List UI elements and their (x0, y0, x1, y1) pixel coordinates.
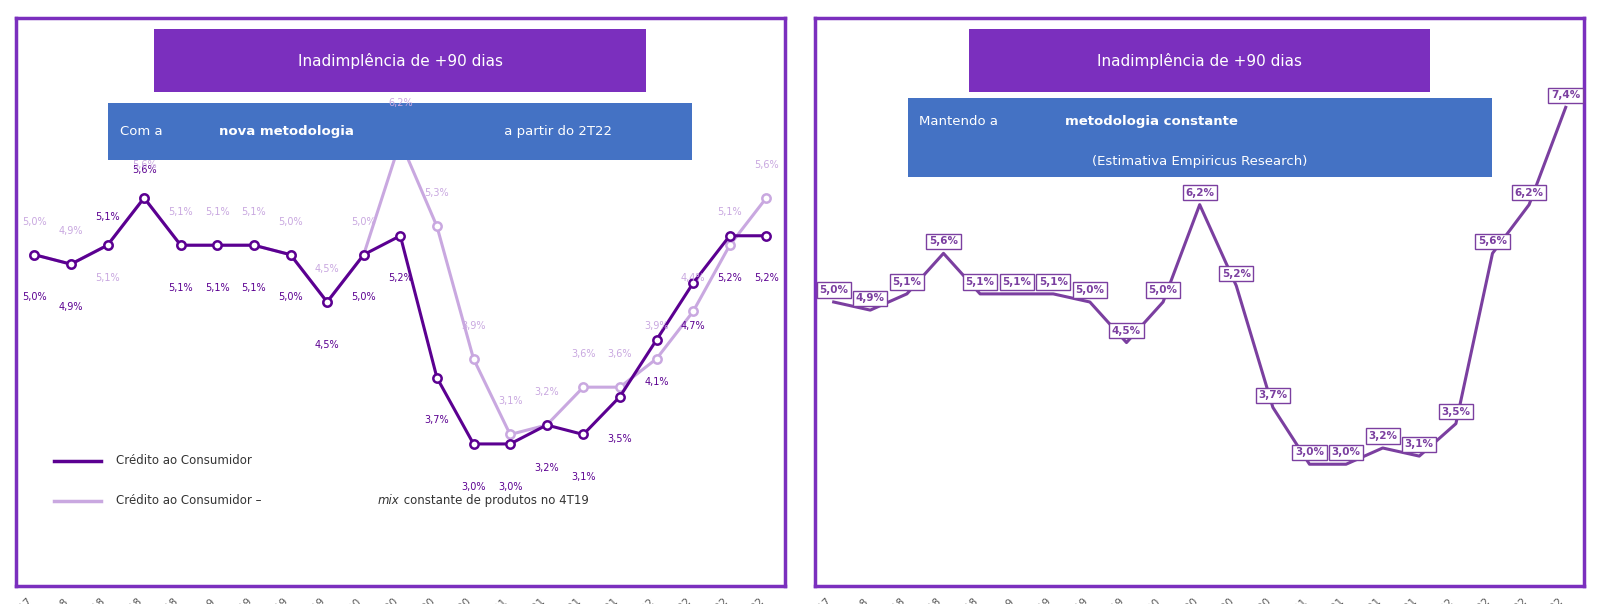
Text: 5,0%: 5,0% (1149, 285, 1178, 295)
Text: 3,9%: 3,9% (461, 321, 486, 330)
Text: 3,0%: 3,0% (498, 481, 522, 492)
Text: 3,5%: 3,5% (1442, 406, 1470, 417)
Text: 5,0%: 5,0% (278, 292, 302, 302)
Text: 3,1%: 3,1% (571, 472, 595, 482)
Text: 5,0%: 5,0% (352, 217, 376, 226)
Text: 3,5%: 3,5% (608, 434, 632, 444)
Text: 5,1%: 5,1% (94, 274, 120, 283)
Text: 5,1%: 5,1% (1002, 277, 1030, 287)
Text: constante de produtos no 4T19: constante de produtos no 4T19 (400, 494, 589, 507)
Text: 5,6%: 5,6% (1478, 236, 1507, 246)
Text: 4,1%: 4,1% (645, 378, 669, 387)
Text: 5,6%: 5,6% (930, 236, 958, 246)
Text: 4,7%: 4,7% (682, 321, 706, 330)
Text: 5,2%: 5,2% (717, 274, 742, 283)
Text: mix: mix (378, 494, 398, 507)
Text: 3,1%: 3,1% (498, 396, 522, 406)
Text: 4,5%: 4,5% (315, 339, 339, 350)
Text: 4,4%: 4,4% (682, 274, 706, 283)
Text: 5,6%: 5,6% (131, 160, 157, 170)
Text: 6,2%: 6,2% (1515, 188, 1544, 198)
Text: Crédito ao Consumidor –: Crédito ao Consumidor – (115, 494, 266, 507)
Text: 5,2%: 5,2% (1222, 269, 1251, 279)
Text: 5,1%: 5,1% (168, 283, 194, 293)
Text: 3,2%: 3,2% (534, 387, 558, 397)
Text: 5,0%: 5,0% (352, 292, 376, 302)
Text: 5,0%: 5,0% (819, 285, 848, 295)
Text: 5,1%: 5,1% (965, 277, 995, 287)
Text: 7,4%: 7,4% (1550, 91, 1581, 100)
Text: 3,2%: 3,2% (1368, 431, 1397, 441)
Text: 5,0%: 5,0% (22, 217, 46, 226)
Text: 3,7%: 3,7% (424, 416, 450, 425)
Text: Crédito ao Consumidor: Crédito ao Consumidor (115, 454, 251, 467)
Text: 5,1%: 5,1% (205, 207, 230, 217)
Text: 5,0%: 5,0% (1075, 285, 1104, 295)
Text: 3,2%: 3,2% (534, 463, 558, 472)
Text: 3,0%: 3,0% (461, 481, 486, 492)
Text: 3,1%: 3,1% (1405, 439, 1434, 449)
Text: 3,0%: 3,0% (1331, 448, 1360, 457)
Text: 6,2%: 6,2% (389, 98, 413, 108)
Text: 5,3%: 5,3% (424, 188, 450, 198)
Text: 4,9%: 4,9% (59, 302, 83, 312)
Text: 3,6%: 3,6% (608, 349, 632, 359)
Text: 4,5%: 4,5% (315, 264, 339, 274)
Text: 5,1%: 5,1% (717, 207, 742, 217)
Text: 5,2%: 5,2% (387, 274, 413, 283)
Text: 3,0%: 3,0% (1294, 448, 1323, 457)
Text: 5,1%: 5,1% (168, 207, 194, 217)
Text: 4,9%: 4,9% (856, 293, 885, 303)
Text: 5,1%: 5,1% (242, 207, 266, 217)
Text: 3,7%: 3,7% (1258, 391, 1288, 400)
Text: 5,2%: 5,2% (754, 274, 779, 283)
Text: 6,2%: 6,2% (1186, 188, 1214, 198)
Text: 5,6%: 5,6% (131, 164, 157, 175)
Text: 3,6%: 3,6% (571, 349, 595, 359)
Text: 4,5%: 4,5% (1112, 326, 1141, 336)
Text: 5,1%: 5,1% (94, 212, 120, 222)
Text: 5,6%: 5,6% (754, 160, 779, 170)
Text: 5,1%: 5,1% (893, 277, 922, 287)
Text: 5,0%: 5,0% (22, 292, 46, 302)
Text: 4,9%: 4,9% (59, 226, 83, 236)
Text: 5,1%: 5,1% (1038, 277, 1067, 287)
Text: 3,9%: 3,9% (645, 321, 669, 330)
Text: 5,0%: 5,0% (278, 217, 302, 226)
Text: 5,1%: 5,1% (205, 283, 230, 293)
Text: 5,1%: 5,1% (242, 283, 266, 293)
